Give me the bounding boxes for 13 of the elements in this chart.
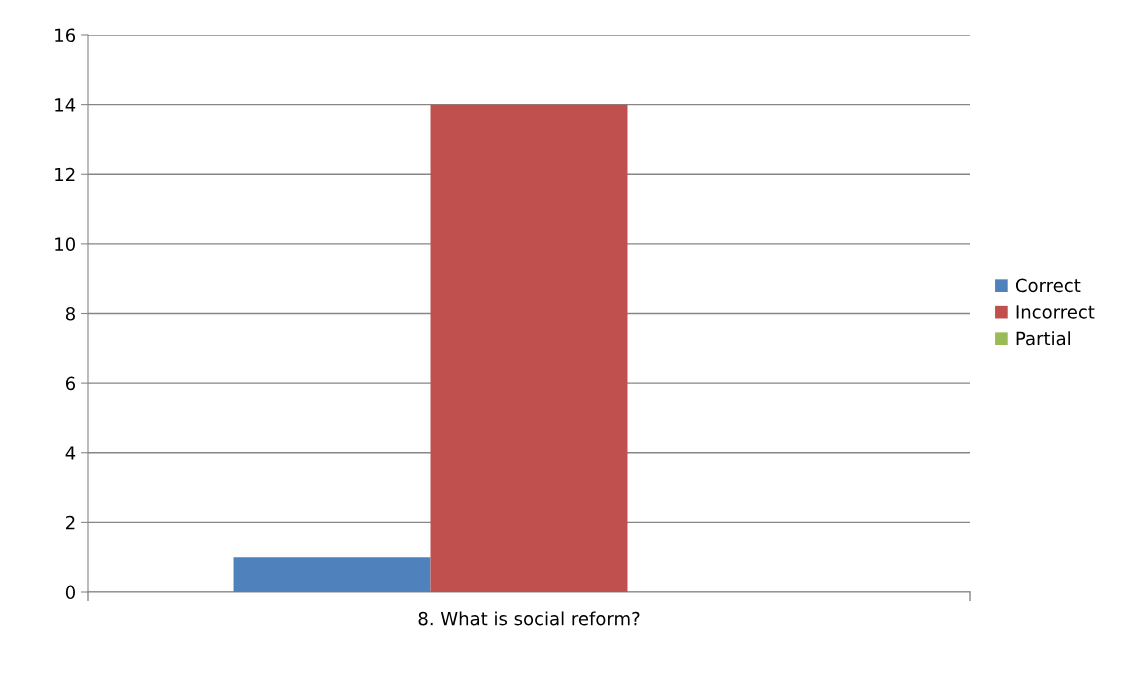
x-tick-label: 8. What is social reform? xyxy=(418,611,640,626)
y-tick-label: 14 xyxy=(55,98,76,112)
y-tick-label: 8 xyxy=(65,306,75,321)
legend-label: Partial xyxy=(1016,331,1070,346)
y-tick-label: 4 xyxy=(65,446,76,460)
y-tick-label: 0 xyxy=(65,585,75,600)
legend-label: Incorrect xyxy=(1016,305,1095,319)
y-tick-label: 12 xyxy=(55,167,75,182)
y-tick-label: 10 xyxy=(55,237,75,251)
y-tick-label: 6 xyxy=(65,376,76,391)
y-tick-label: 2 xyxy=(66,515,75,530)
y-tick-label: 16 xyxy=(55,28,76,43)
legend-label: Correct xyxy=(1015,278,1081,293)
